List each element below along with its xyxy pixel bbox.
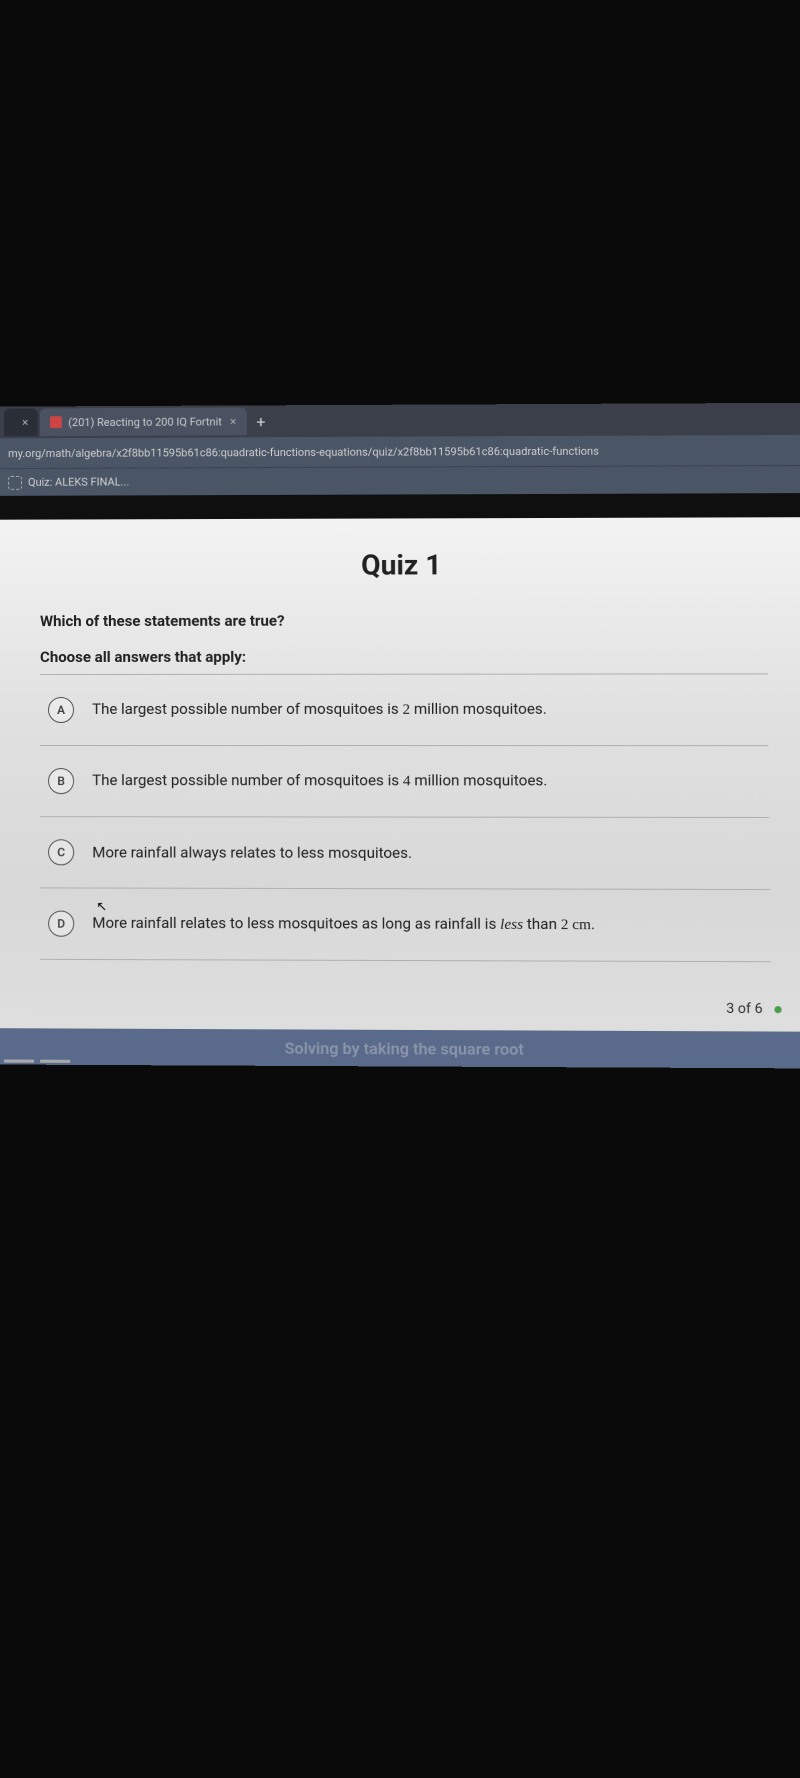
url-text: my.org/math/algebra/x2f8bb11595b61c86:qu… bbox=[8, 444, 599, 459]
progress-dot-icon bbox=[774, 1006, 781, 1013]
close-icon[interactable]: × bbox=[22, 415, 28, 429]
option-c[interactable]: C More rainfall always relates to less m… bbox=[40, 817, 770, 890]
option-text: The largest possible number of mosquitoe… bbox=[92, 770, 547, 792]
option-letter: A bbox=[48, 697, 74, 723]
browser-tab-bar: × (201) Reacting to 200 IQ Fortnit × + bbox=[0, 403, 800, 439]
screen-container: × (201) Reacting to 200 IQ Fortnit × + m… bbox=[0, 403, 800, 1069]
option-text: The largest possible number of mosquitoe… bbox=[92, 699, 547, 721]
taskbar-item bbox=[40, 1060, 70, 1063]
browser-tab-active[interactable]: (201) Reacting to 200 IQ Fortnit × bbox=[40, 407, 246, 436]
youtube-icon bbox=[50, 416, 62, 428]
option-text: ↖ More rainfall relates to less mosquito… bbox=[92, 913, 595, 937]
question-text: Which of these statements are true? bbox=[40, 611, 767, 630]
close-icon[interactable]: × bbox=[230, 414, 236, 428]
footer-bar: Solving by taking the square root bbox=[0, 1028, 800, 1068]
bookmark-label[interactable]: Quiz: ALEKS FINAL... bbox=[28, 476, 129, 489]
quiz-title: Quiz 1 bbox=[40, 547, 767, 582]
option-letter: B bbox=[48, 768, 74, 794]
bookmark-icon bbox=[8, 475, 22, 489]
new-tab-button[interactable]: + bbox=[246, 412, 275, 431]
quiz-body: Quiz 1 Which of these statements are tru… bbox=[0, 517, 800, 972]
option-text: More rainfall always relates to less mos… bbox=[92, 842, 412, 864]
browser-tab-inactive[interactable]: × bbox=[4, 408, 38, 436]
progress-text: 3 of 6 bbox=[726, 1001, 763, 1017]
bookmark-bar: Quiz: ALEKS FINAL... bbox=[0, 465, 800, 496]
cursor-icon: ↖ bbox=[96, 899, 107, 917]
header-black-bar bbox=[0, 493, 800, 520]
instruction-text: Choose all answers that apply: bbox=[40, 647, 768, 666]
option-b[interactable]: B The largest possible number of mosquit… bbox=[40, 746, 769, 818]
footer-topic: Solving by taking the square root bbox=[285, 1038, 524, 1058]
tab-title: (201) Reacting to 200 IQ Fortnit bbox=[68, 415, 222, 429]
content-area: Quiz 1 Which of these statements are tru… bbox=[0, 493, 800, 1068]
option-d[interactable]: D ↖ More rainfall relates to less mosqui… bbox=[40, 888, 771, 962]
options-list: A The largest possible number of mosquit… bbox=[40, 673, 771, 962]
option-a[interactable]: A The largest possible number of mosquit… bbox=[40, 674, 769, 746]
option-letter: C bbox=[48, 839, 74, 865]
taskbar-item bbox=[4, 1060, 34, 1063]
progress-indicator: 3 of 6 bbox=[0, 970, 800, 1032]
taskbar-hint bbox=[4, 1060, 70, 1063]
option-letter: D bbox=[48, 911, 74, 937]
url-bar[interactable]: my.org/math/algebra/x2f8bb11595b61c86:qu… bbox=[0, 435, 800, 468]
